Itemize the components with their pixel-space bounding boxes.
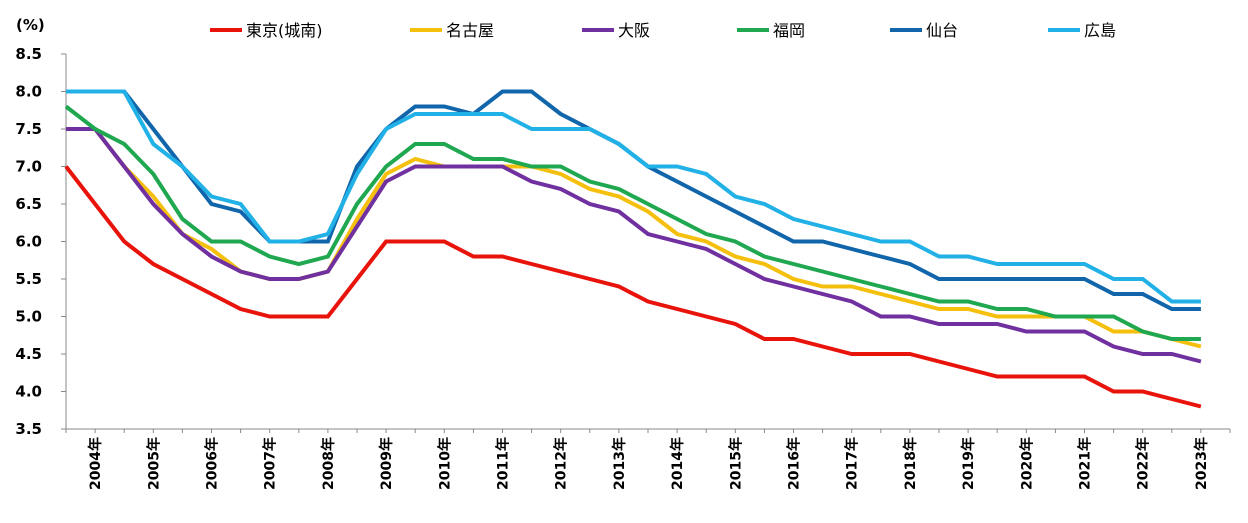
legend-label-1: 名古屋 [446, 21, 494, 40]
x-tick-label: 2013年 [611, 437, 628, 490]
y-tick-label: 3.5 [15, 420, 42, 438]
y-tick-label: 4.0 [15, 383, 42, 401]
x-tick-label: 2006年 [204, 437, 221, 490]
legend-label-5: 広島 [1084, 21, 1116, 40]
x-tick-label: 2014年 [669, 437, 686, 490]
series-line-2 [66, 127, 1202, 364]
series-line-0 [64, 165, 1202, 409]
legend-label-2: 大阪 [618, 21, 650, 40]
series-lines [64, 89, 1202, 409]
y-tick-label: 6.0 [15, 233, 42, 251]
x-tick-label: 2012年 [553, 437, 570, 490]
x-tick-label: 2011年 [495, 437, 512, 490]
series-line-4 [66, 89, 1201, 311]
y-tick-label: 8.5 [15, 45, 42, 63]
y-tick-label: 5.0 [15, 308, 42, 326]
x-tick-label: 2008年 [320, 437, 337, 490]
x-tick-label: 2010年 [436, 437, 453, 490]
series-line-1 [66, 127, 1202, 349]
x-tick-label: 2022年 [1135, 437, 1152, 490]
x-tick-label: 2009年 [378, 437, 395, 490]
x-tick-label: 2019年 [960, 437, 977, 490]
x-tick-label: 2018年 [902, 437, 919, 490]
y-tick-label: 8.0 [15, 83, 42, 101]
x-tick-label: 2005年 [145, 437, 162, 490]
y-tick-label: 6.5 [15, 195, 42, 213]
legend-label-3: 福岡 [773, 21, 805, 40]
x-tick-label: 2017年 [844, 437, 861, 490]
x-tick-label: 2007年 [262, 437, 279, 490]
y-tick-label: 7.0 [15, 158, 42, 176]
y-tick-label: 4.5 [15, 345, 42, 363]
x-tick-label: 2021年 [1077, 437, 1094, 490]
legend-label-4: 仙台 [926, 21, 958, 40]
x-tick-label: 2016年 [786, 437, 803, 490]
y-tick-label: 7.5 [15, 120, 42, 138]
series-line-5 [66, 89, 1201, 304]
axes: 3.5 4.0 4.5 5.0 5.5 6.0 6.5 7.0 7.5 8.0 8.5 2004年 20… [15, 45, 1231, 490]
x-tick-label: 2004年 [87, 437, 104, 490]
x-tick-label: 2015年 [727, 437, 744, 490]
legend: 東京(城南) 名古屋 大阪 福岡 仙台 広島 [210, 21, 1116, 40]
x-tick-label: 2020年 [1018, 437, 1035, 490]
y-tick-label: 5.5 [15, 270, 42, 288]
y-axis-unit-label: (%) [16, 16, 45, 34]
series-line-3 [64, 104, 1201, 341]
legend-label-0: 東京(城南) [246, 21, 323, 40]
x-tick-label: 2023年 [1193, 437, 1210, 490]
